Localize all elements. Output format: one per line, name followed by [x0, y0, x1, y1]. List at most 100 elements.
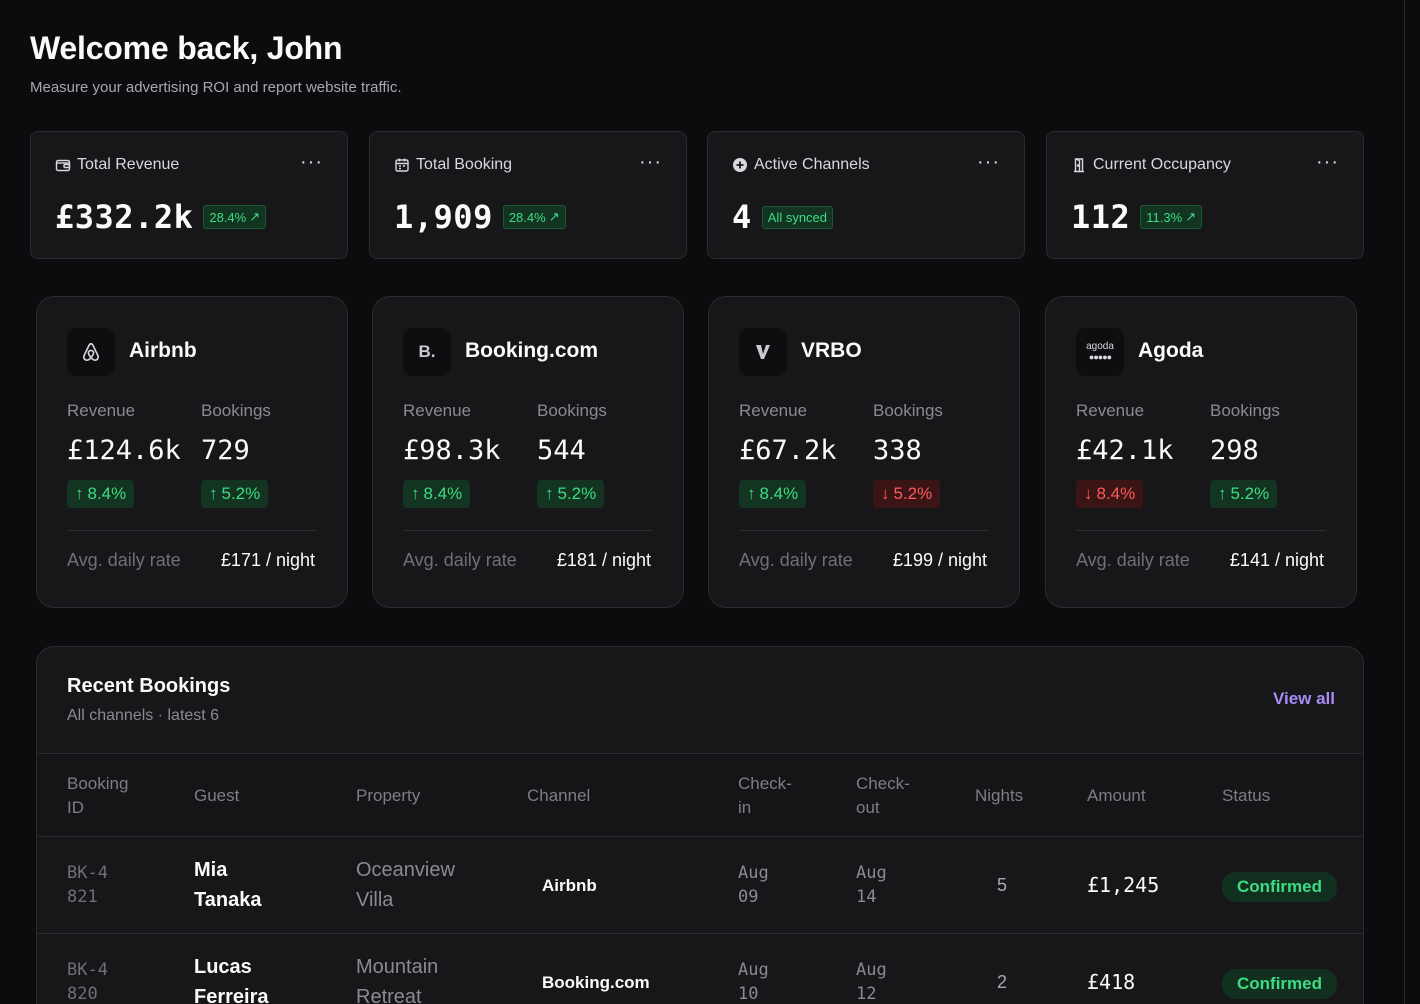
divider	[1076, 530, 1326, 531]
page-title: Welcome back, John	[30, 30, 343, 66]
property-name: Mountain Retreat	[356, 956, 439, 1004]
rate-label: Avg. daily rate	[739, 550, 853, 570]
channel-name: Booking.com	[542, 973, 650, 992]
divider	[403, 530, 653, 531]
bookings-value: 544	[537, 435, 586, 466]
trend-badge: 11.3% ↗	[1140, 205, 1203, 229]
nights-count: 2	[996, 972, 1007, 992]
column-header-check-in[interactable]: Check-in	[738, 774, 792, 817]
channel-card-agoda[interactable]: agoda ●●●●● Agoda Revenue £42.1k ↓ 8.4% B…	[1045, 296, 1357, 608]
column-header-guest[interactable]: Guest	[194, 786, 240, 805]
more-options-button[interactable]: ···	[639, 151, 662, 173]
booking-id: BK-4 821	[67, 863, 108, 907]
view-all-link[interactable]: View all	[1272, 689, 1335, 708]
guest-name: Mia Tanaka	[194, 859, 262, 911]
channel-card-vrbo[interactable]: VRBO Revenue £67.2k ↑ 8.4% Bookings 338 ↓…	[708, 296, 1020, 608]
column-header-nights[interactable]: Nights	[975, 786, 1024, 805]
check-out-date: Aug 14	[856, 863, 887, 907]
channel-name: VRBO	[801, 339, 862, 362]
table-row[interactable]: BK-4 820 Lucas Ferreira Mountain Retreat Bo…	[37, 934, 1363, 1004]
bookings-label: Bookings	[1210, 401, 1280, 420]
column-header-booking-id[interactable]: Booking ID	[67, 774, 129, 817]
arrow-down-icon: ↓	[1084, 484, 1093, 503]
divider	[739, 530, 989, 531]
check-out-date: Aug 12	[856, 960, 887, 1004]
status-badge: Confirmed	[1222, 872, 1337, 902]
door-icon	[1074, 158, 1084, 173]
bookings-value: 338	[873, 435, 922, 466]
revenue-value: £67.2k	[739, 435, 837, 466]
stat-value: £332.2k	[55, 198, 194, 236]
booking-amount: £1,245	[1087, 873, 1160, 897]
stat-card-current-occupancy: Current Occupancy ··· 112 11.3% ↗	[1046, 131, 1364, 259]
stat-card-total-revenue: Total Revenue ··· £332.2k 28.4% ↗	[30, 131, 348, 259]
bookings-change-badge: ↓ 5.2%	[873, 480, 941, 508]
revenue-change-badge: ↑ 8.4%	[739, 480, 807, 508]
column-header-amount[interactable]: Amount	[1087, 786, 1146, 805]
page-header: Welcome back, John Measure your advertis…	[30, 30, 402, 96]
channel-card-airbnb[interactable]: Airbnb Revenue £124.6k ↑ 8.4% Bookings 72…	[36, 296, 348, 608]
arrow-up-icon: ↑	[1218, 484, 1227, 503]
revenue-value: £42.1k	[1076, 435, 1174, 466]
check-in-date: Aug 09	[738, 863, 769, 907]
panel-title: Recent Bookings	[67, 675, 231, 697]
bookings-value: 729	[201, 435, 250, 466]
property-name: Oceanview Villa	[356, 859, 455, 911]
bookings-change-badge: ↑ 5.2%	[201, 480, 269, 508]
guest-name: Lucas Ferreira	[194, 956, 269, 1004]
revenue-change-badge: ↑ 8.4%	[403, 480, 471, 508]
stat-card-total-booking: Total Booking ··· 1,909 28.4% ↗	[369, 131, 687, 259]
channel-name: Airbnb	[542, 876, 597, 895]
stat-value: 112	[1071, 198, 1131, 236]
revenue-label: Revenue	[403, 401, 472, 420]
table-header: Booking ID Guest Property Channel Check-i…	[37, 753, 1363, 837]
revenue-label: Revenue	[67, 401, 136, 420]
recent-bookings-panel: Recent Bookings All channels · latest 6 …	[36, 646, 1364, 1004]
revenue-change-badge: ↑ 8.4%	[67, 480, 135, 508]
arrow-up-icon: ↑	[75, 484, 84, 503]
more-options-button[interactable]: ···	[977, 151, 1000, 173]
stat-value: 4	[732, 198, 752, 236]
bookings-label: Bookings	[873, 401, 943, 420]
column-header-property[interactable]: Property	[356, 786, 421, 805]
more-options-button[interactable]: ···	[300, 151, 323, 173]
arrow-up-icon: ↑	[209, 484, 218, 503]
wallet-icon	[55, 159, 71, 172]
revenue-label: Revenue	[739, 401, 808, 420]
arrow-up-icon: ↑	[545, 484, 554, 503]
column-header-channel[interactable]: Channel	[527, 786, 591, 805]
rate-label: Avg. daily rate	[1076, 550, 1190, 570]
calendar-icon	[395, 158, 409, 172]
status-badge: Confirmed	[1222, 969, 1337, 999]
table-row[interactable]: BK-4 821 Mia Tanaka Oceanview Villa Airbnb …	[37, 837, 1363, 934]
sync-badge: All synced	[761, 205, 834, 229]
rate-value: £171 / night	[220, 550, 315, 570]
channel-name: Booking.com	[465, 339, 599, 362]
channel-name: Airbnb	[129, 339, 197, 362]
arrow-up-icon: ↑	[411, 484, 420, 503]
stat-value: 1,909	[394, 198, 493, 236]
channel-card-booking-com[interactable]: B. Booking.com Revenue £98.3k ↑ 8.4% Book…	[372, 296, 684, 608]
bookings-change-badge: ↑ 5.2%	[1210, 480, 1278, 508]
panel-subtitle: All channels · latest 6	[67, 707, 220, 724]
rate-label: Avg. daily rate	[403, 550, 517, 570]
more-options-button[interactable]: ···	[1316, 151, 1339, 173]
stat-card-active-channels: Active Channels ··· 4 All synced	[707, 131, 1025, 259]
arrow-down-icon: ↓	[881, 484, 890, 503]
column-header-check-out[interactable]: Check-out	[856, 774, 910, 817]
scrollbar-track[interactable]	[1404, 0, 1405, 1004]
booking-id: BK-4 820	[67, 960, 108, 1004]
plus-circle-icon	[733, 158, 747, 172]
column-header-status[interactable]: Status	[1222, 786, 1271, 805]
channel-name: Agoda	[1138, 339, 1204, 362]
stat-label: Total Booking	[416, 156, 513, 173]
trend-badge: 28.4% ↗	[203, 205, 267, 229]
bookings-label: Bookings	[537, 401, 607, 420]
agoda-logo: agoda ●●●●●	[1076, 328, 1124, 376]
revenue-change-badge: ↓ 8.4%	[1076, 480, 1144, 508]
arrow-up-right-icon: ↗	[249, 209, 261, 224]
nights-count: 5	[996, 875, 1007, 895]
page-subtitle: Measure your advertising ROI and report …	[30, 79, 402, 96]
arrow-up-icon: ↑	[747, 484, 756, 503]
